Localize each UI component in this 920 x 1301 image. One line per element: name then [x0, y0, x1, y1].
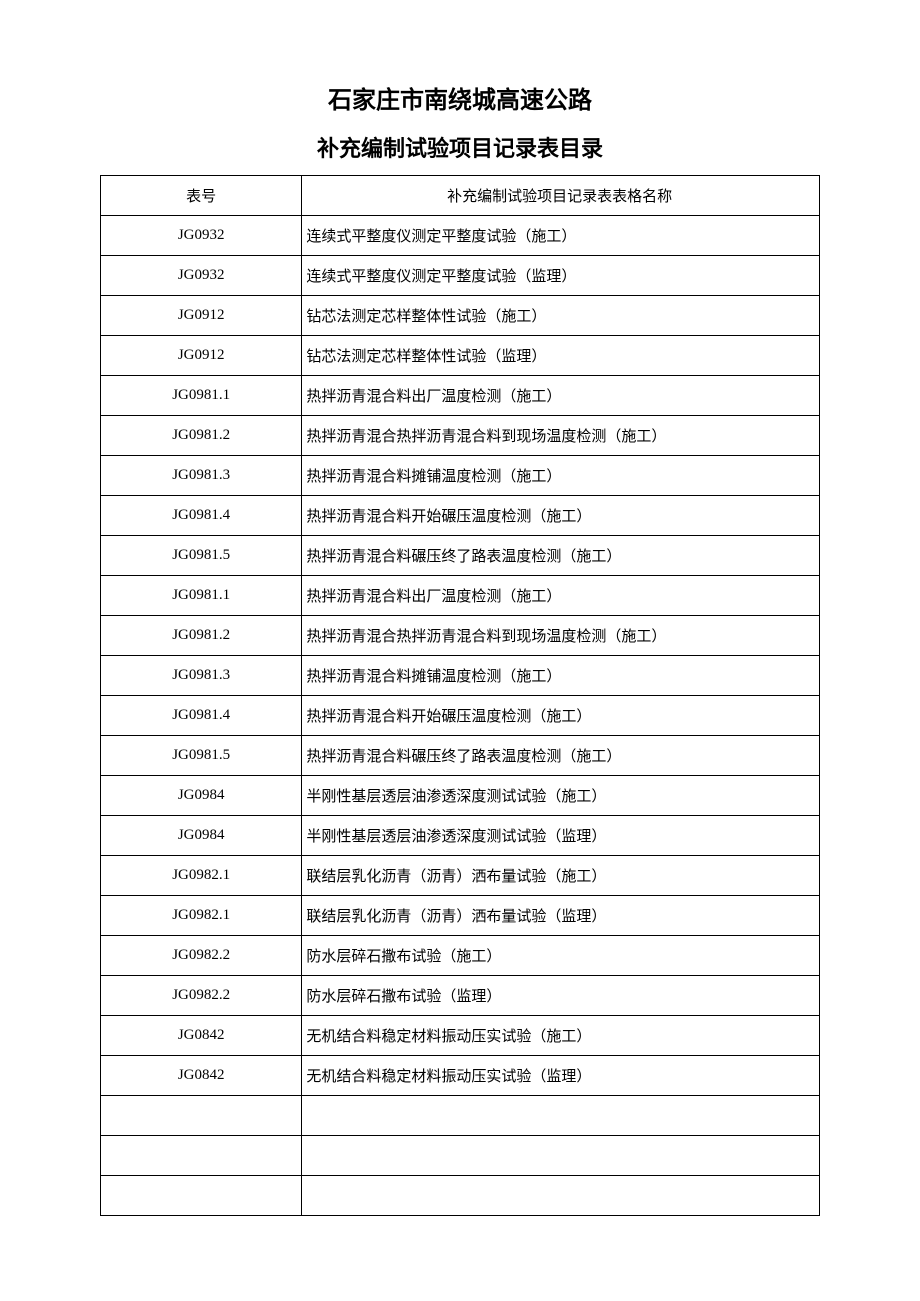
page-title-sub: 补充编制试验项目记录表目录: [100, 131, 820, 163]
table-header-code: 表号: [101, 176, 302, 216]
cell-code: JG0842: [101, 1016, 302, 1056]
table-row: JG0981.5热拌沥青混合料碾压终了路表温度检测（施工）: [101, 736, 820, 776]
cell-code: JG0984: [101, 776, 302, 816]
table-row: JG0981.2热拌沥青混合热拌沥青混合料到现场温度检测（施工）: [101, 616, 820, 656]
cell-name: 热拌沥青混合热拌沥青混合料到现场温度检测（施工）: [302, 416, 820, 456]
cell-name: 防水层碎石撒布试验（监理）: [302, 976, 820, 1016]
cell-name: 联结层乳化沥青（沥青）洒布量试验（施工）: [302, 856, 820, 896]
table-row: JG0912钻芯法测定芯样整体性试验（施工）: [101, 296, 820, 336]
table-row: JG0842无机结合料稳定材料振动压实试验（施工）: [101, 1016, 820, 1056]
table-row: JG0981.4热拌沥青混合料开始碾压温度检测（施工）: [101, 496, 820, 536]
table-body: JG0932连续式平整度仪测定平整度试验（施工）JG0932连续式平整度仪测定平…: [101, 216, 820, 1216]
cell-code: JG0981.5: [101, 736, 302, 776]
cell-name: 连续式平整度仪测定平整度试验（监理）: [302, 256, 820, 296]
cell-code: [101, 1136, 302, 1176]
page-title-main: 石家庄市南绕城高速公路: [100, 80, 820, 115]
cell-code: JG0982.2: [101, 936, 302, 976]
cell-name: 热拌沥青混合料摊铺温度检测（施工）: [302, 456, 820, 496]
cell-name: 热拌沥青混合料摊铺温度检测（施工）: [302, 656, 820, 696]
table-row: JG0981.3热拌沥青混合料摊铺温度检测（施工）: [101, 656, 820, 696]
cell-name: 热拌沥青混合料开始碾压温度检测（施工）: [302, 496, 820, 536]
table-row: JG0981.5热拌沥青混合料碾压终了路表温度检测（施工）: [101, 536, 820, 576]
cell-name: 钻芯法测定芯样整体性试验（施工）: [302, 296, 820, 336]
cell-code: JG0912: [101, 296, 302, 336]
cell-code: JG0932: [101, 216, 302, 256]
table-row: JG0984半刚性基层透层油渗透深度测试试验（施工）: [101, 776, 820, 816]
cell-name: 连续式平整度仪测定平整度试验（施工）: [302, 216, 820, 256]
cell-code: JG0912: [101, 336, 302, 376]
cell-name: [302, 1136, 820, 1176]
cell-name: 热拌沥青混合料开始碾压温度检测（施工）: [302, 696, 820, 736]
cell-code: JG0981.4: [101, 696, 302, 736]
table-row: JG0981.4热拌沥青混合料开始碾压温度检测（施工）: [101, 696, 820, 736]
table-row: JG0842无机结合料稳定材料振动压实试验（监理）: [101, 1056, 820, 1096]
cell-code: JG0981.3: [101, 456, 302, 496]
cell-code: JG0981.1: [101, 576, 302, 616]
table-row: [101, 1096, 820, 1136]
table-row: JG0932连续式平整度仪测定平整度试验（监理）: [101, 256, 820, 296]
cell-code: JG0984: [101, 816, 302, 856]
table-row: JG0982.1联结层乳化沥青（沥青）洒布量试验（施工）: [101, 856, 820, 896]
cell-code: JG0981.3: [101, 656, 302, 696]
cell-code: JG0981.5: [101, 536, 302, 576]
cell-code: JG0842: [101, 1056, 302, 1096]
table-header-name: 补充编制试验项目记录表表格名称: [302, 176, 820, 216]
cell-name: [302, 1176, 820, 1216]
cell-name: [302, 1096, 820, 1136]
cell-name: 钻芯法测定芯样整体性试验（监理）: [302, 336, 820, 376]
cell-code: [101, 1176, 302, 1216]
records-table: 表号 补充编制试验项目记录表表格名称 JG0932连续式平整度仪测定平整度试验（…: [100, 175, 820, 1216]
cell-code: JG0932: [101, 256, 302, 296]
cell-name: 半刚性基层透层油渗透深度测试试验（监理）: [302, 816, 820, 856]
cell-name: 热拌沥青混合料碾压终了路表温度检测（施工）: [302, 736, 820, 776]
cell-code: JG0982.1: [101, 896, 302, 936]
cell-code: JG0981.4: [101, 496, 302, 536]
cell-name: 无机结合料稳定材料振动压实试验（监理）: [302, 1056, 820, 1096]
table-row: [101, 1136, 820, 1176]
cell-name: 热拌沥青混合热拌沥青混合料到现场温度检测（施工）: [302, 616, 820, 656]
cell-code: JG0981.1: [101, 376, 302, 416]
cell-code: JG0982.1: [101, 856, 302, 896]
table-row: [101, 1176, 820, 1216]
table-row: JG0982.1联结层乳化沥青（沥青）洒布量试验（监理）: [101, 896, 820, 936]
cell-name: 热拌沥青混合料碾压终了路表温度检测（施工）: [302, 536, 820, 576]
cell-code: [101, 1096, 302, 1136]
cell-name: 联结层乳化沥青（沥青）洒布量试验（监理）: [302, 896, 820, 936]
table-row: JG0981.2热拌沥青混合热拌沥青混合料到现场温度检测（施工）: [101, 416, 820, 456]
table-row: JG0981.3热拌沥青混合料摊铺温度检测（施工）: [101, 456, 820, 496]
cell-code: JG0981.2: [101, 616, 302, 656]
table-row: JG0982.2防水层碎石撒布试验（施工）: [101, 936, 820, 976]
table-header-row: 表号 补充编制试验项目记录表表格名称: [101, 176, 820, 216]
table-row: JG0932连续式平整度仪测定平整度试验（施工）: [101, 216, 820, 256]
table-row: JG0981.1热拌沥青混合料出厂温度检测（施工）: [101, 576, 820, 616]
table-row: JG0984半刚性基层透层油渗透深度测试试验（监理）: [101, 816, 820, 856]
table-row: JG0912钻芯法测定芯样整体性试验（监理）: [101, 336, 820, 376]
cell-name: 热拌沥青混合料出厂温度检测（施工）: [302, 576, 820, 616]
table-row: JG0981.1热拌沥青混合料出厂温度检测（施工）: [101, 376, 820, 416]
cell-code: JG0981.2: [101, 416, 302, 456]
cell-name: 防水层碎石撒布试验（施工）: [302, 936, 820, 976]
cell-name: 半刚性基层透层油渗透深度测试试验（施工）: [302, 776, 820, 816]
cell-name: 热拌沥青混合料出厂温度检测（施工）: [302, 376, 820, 416]
cell-name: 无机结合料稳定材料振动压实试验（施工）: [302, 1016, 820, 1056]
cell-code: JG0982.2: [101, 976, 302, 1016]
table-row: JG0982.2防水层碎石撒布试验（监理）: [101, 976, 820, 1016]
